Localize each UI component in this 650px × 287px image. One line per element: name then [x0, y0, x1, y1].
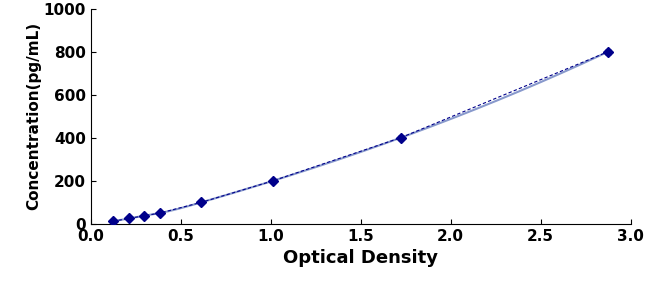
- X-axis label: Optical Density: Optical Density: [283, 249, 438, 267]
- Y-axis label: Concentration(pg/mL): Concentration(pg/mL): [26, 22, 41, 210]
